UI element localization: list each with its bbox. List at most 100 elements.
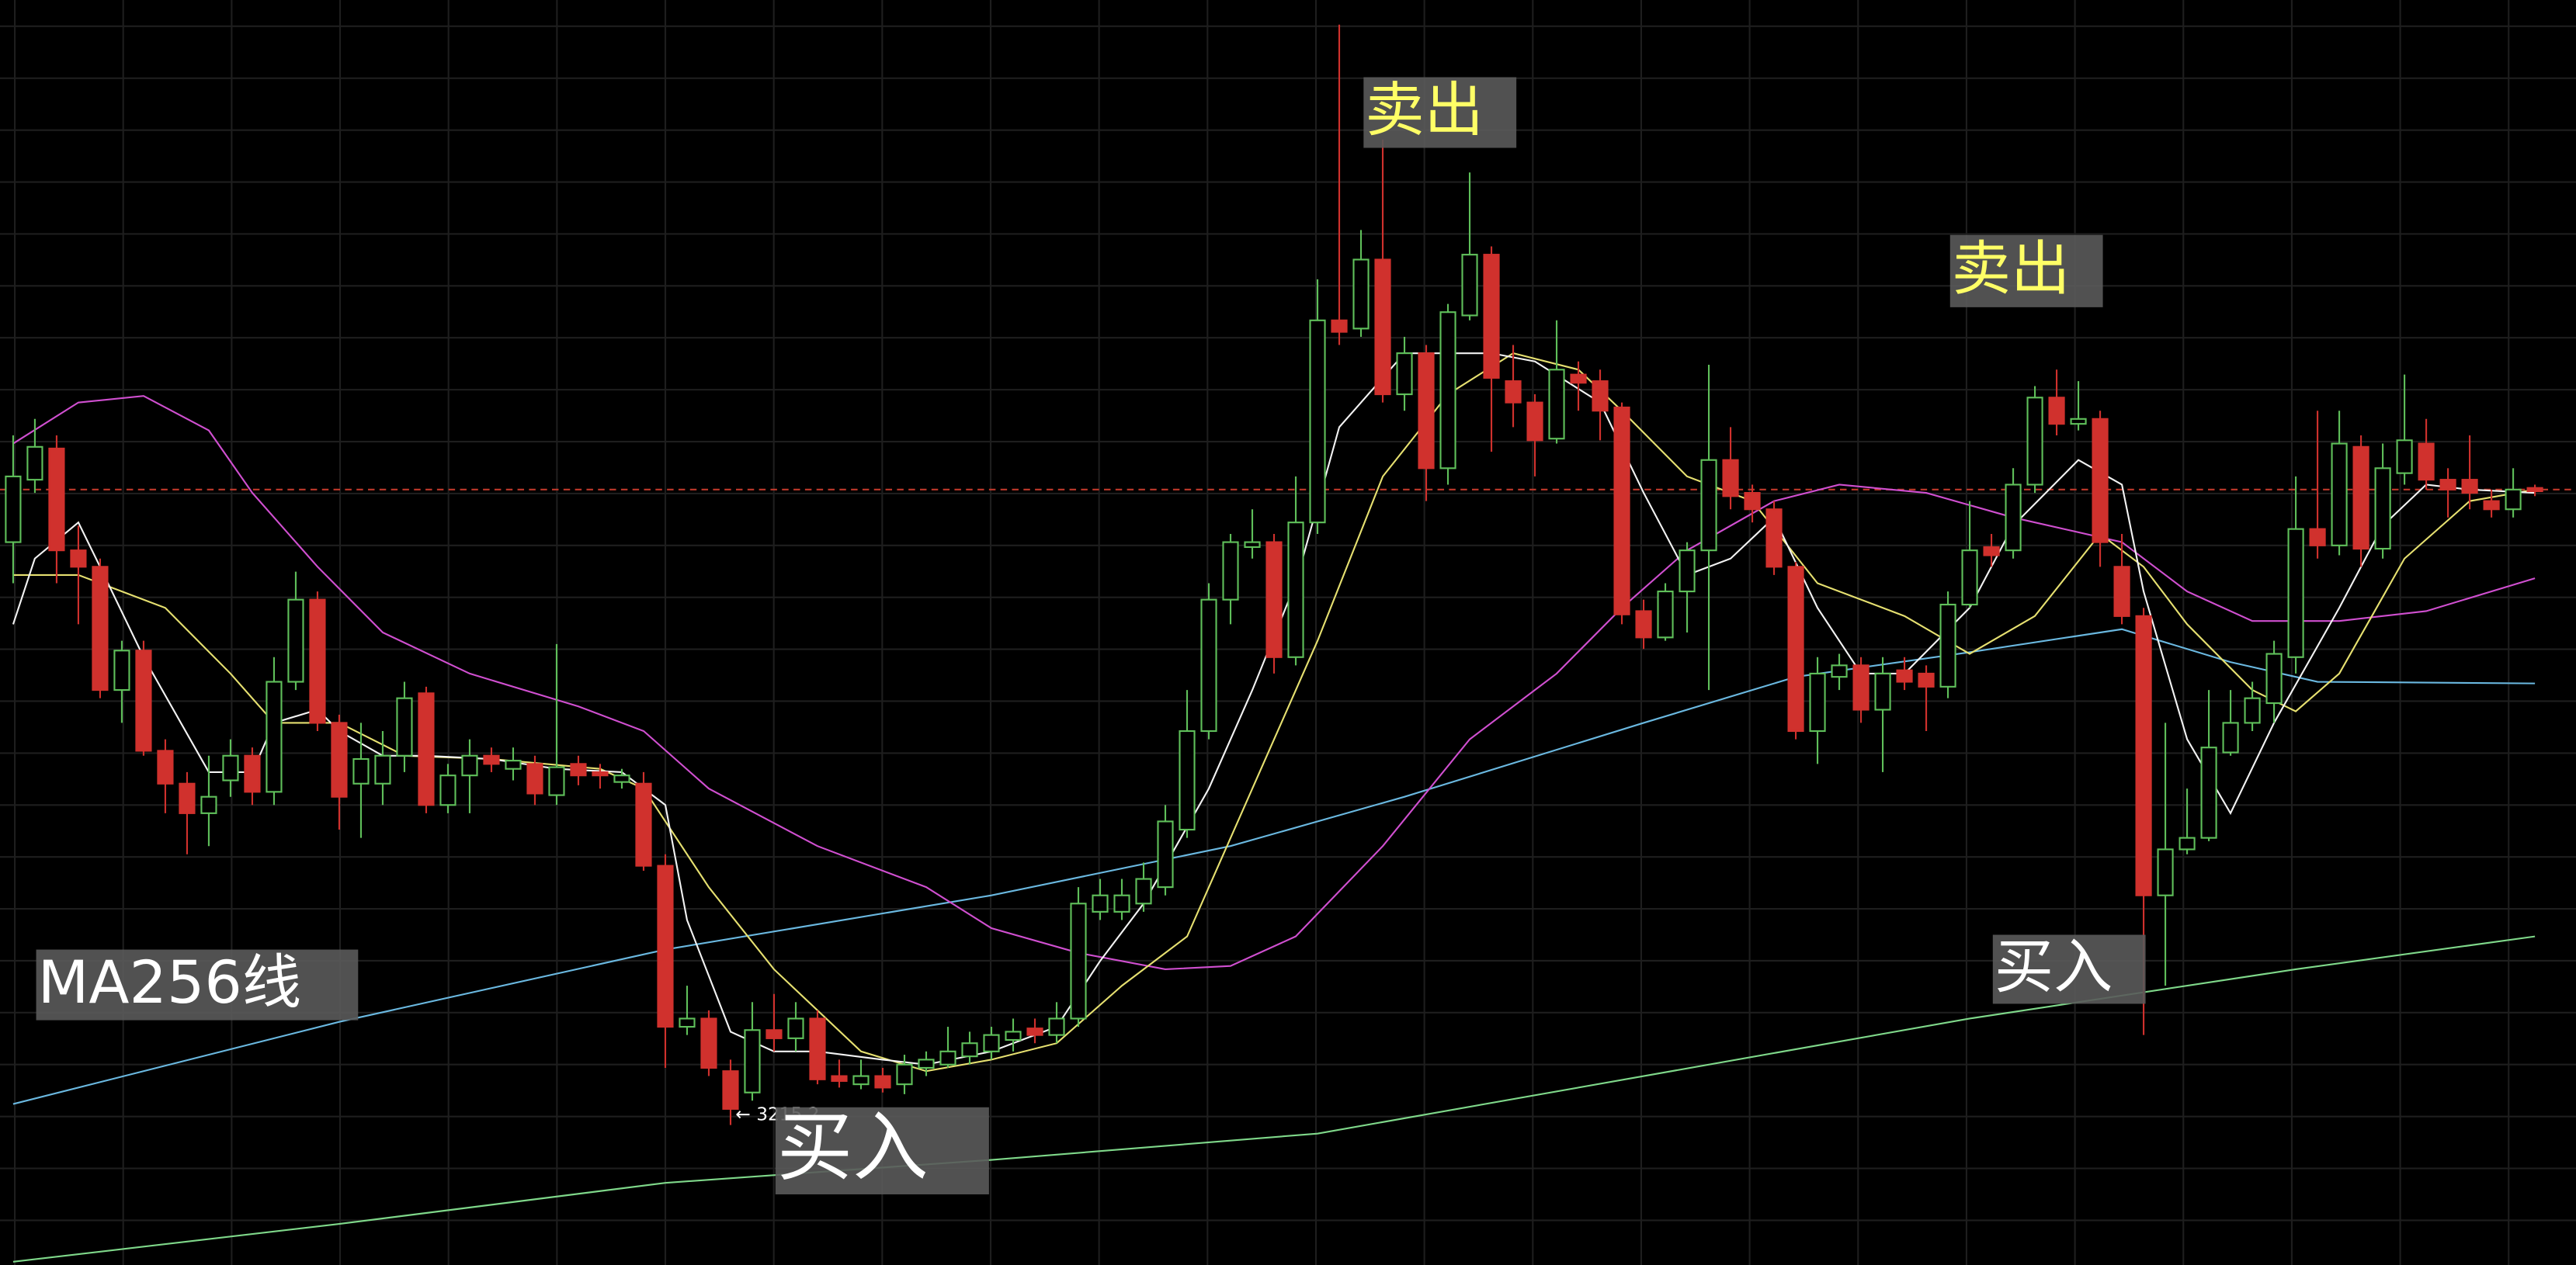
candle-body <box>918 1059 935 1069</box>
candle-body <box>874 1075 891 1089</box>
candle-body <box>1092 894 1109 913</box>
candle-body <box>1222 541 1239 601</box>
candle-body <box>157 750 174 785</box>
candle-body <box>1679 549 1696 593</box>
candle-body <box>2439 479 2456 490</box>
candle-body <box>2461 479 2478 494</box>
candle-body <box>766 1029 783 1039</box>
candle-body <box>2418 442 2435 481</box>
annotation-text: 买入 <box>1994 932 2113 1001</box>
candle-body <box>1874 672 1891 711</box>
candle-body <box>5 475 22 543</box>
candle-body <box>2331 442 2348 546</box>
candle-body <box>1787 566 1804 733</box>
candle-body <box>570 763 587 777</box>
candle-body <box>1961 549 1978 606</box>
candle-body <box>896 1063 913 1086</box>
candle-body <box>179 782 196 814</box>
candle-body <box>222 754 239 782</box>
candle-body <box>2135 615 2152 896</box>
candle-body <box>2287 528 2304 658</box>
candle-body <box>1048 1017 1065 1036</box>
candle-body <box>2157 848 2174 896</box>
annotation-box <box>1363 77 1517 148</box>
candle-body <box>1657 591 1674 639</box>
candle-body <box>1831 664 1848 678</box>
candle-body <box>700 1017 717 1069</box>
annotation-box <box>775 1107 989 1194</box>
candle-body <box>2048 397 2065 425</box>
candle-body <box>1287 522 1304 658</box>
candle-body <box>70 549 87 568</box>
candle-body <box>1918 672 1935 688</box>
ma-line <box>12 395 2536 971</box>
candle-body <box>635 782 652 867</box>
candle-body <box>2526 487 2543 493</box>
candle-body <box>1548 369 1565 440</box>
candle-body <box>439 775 457 806</box>
annotation-text: 买入 <box>777 1104 929 1191</box>
candle-body <box>1265 541 1283 658</box>
annotation-box <box>1949 234 2103 307</box>
candle-body <box>1374 258 1391 396</box>
candle-body <box>1244 541 1261 548</box>
candle-body <box>1461 254 1478 317</box>
annotation-text: 卖出 <box>1952 234 2070 303</box>
candle-body <box>592 771 609 777</box>
candle-body <box>1005 1031 1022 1041</box>
candle-body <box>1070 903 1087 1020</box>
candle-body <box>396 697 413 757</box>
candle-body <box>1179 730 1196 831</box>
candle-body <box>657 865 674 1028</box>
candle-body <box>1852 664 1870 711</box>
candle-body <box>1483 254 1500 379</box>
candle-body <box>505 760 522 770</box>
candle-body <box>2026 397 2043 486</box>
candle-body <box>2222 722 2239 754</box>
candle-body <box>613 775 630 783</box>
candle-body <box>2505 488 2522 511</box>
candle-body <box>2483 500 2500 511</box>
candle-body <box>2374 467 2391 550</box>
candle-body <box>744 1029 761 1093</box>
annotation-text: 卖出 <box>1365 75 1483 144</box>
candle-body <box>331 722 348 798</box>
candle-body <box>961 1042 978 1058</box>
candle-body <box>1157 820 1174 889</box>
candle-body <box>2070 418 2087 425</box>
annotation-text: MA256线 <box>38 948 301 1017</box>
candle-body <box>352 757 370 785</box>
candle-body <box>92 566 109 691</box>
candle-body <box>1026 1028 1043 1036</box>
candle-body <box>548 766 565 796</box>
candle-body <box>461 754 478 777</box>
candle-body <box>2200 747 2217 839</box>
candle-body <box>852 1075 870 1086</box>
candle-body <box>1439 311 1456 470</box>
candle-body <box>526 763 543 795</box>
candle-body <box>309 598 326 724</box>
candle-body <box>2005 483 2022 552</box>
candle-body <box>266 681 283 793</box>
candle-body <box>2092 418 2109 543</box>
candle-body <box>1613 406 1630 615</box>
candle-body <box>679 1017 696 1028</box>
candle-body <box>1418 352 1435 470</box>
candle-body <box>2309 528 2326 546</box>
candle-body <box>1570 373 1587 384</box>
candle-body <box>2178 837 2196 851</box>
candle-body <box>1200 598 1217 733</box>
candle-body <box>787 1017 804 1039</box>
candle-body <box>1744 492 1761 511</box>
candle-body <box>287 598 304 683</box>
candle-body <box>1505 380 1522 404</box>
annotation-box <box>1992 934 2146 1004</box>
candle-body <box>244 754 261 793</box>
candle-body <box>1722 459 1739 497</box>
candle-body <box>722 1070 739 1110</box>
candle-body <box>135 650 152 752</box>
candle-body <box>1331 319 1348 333</box>
candle-body <box>2265 653 2283 705</box>
